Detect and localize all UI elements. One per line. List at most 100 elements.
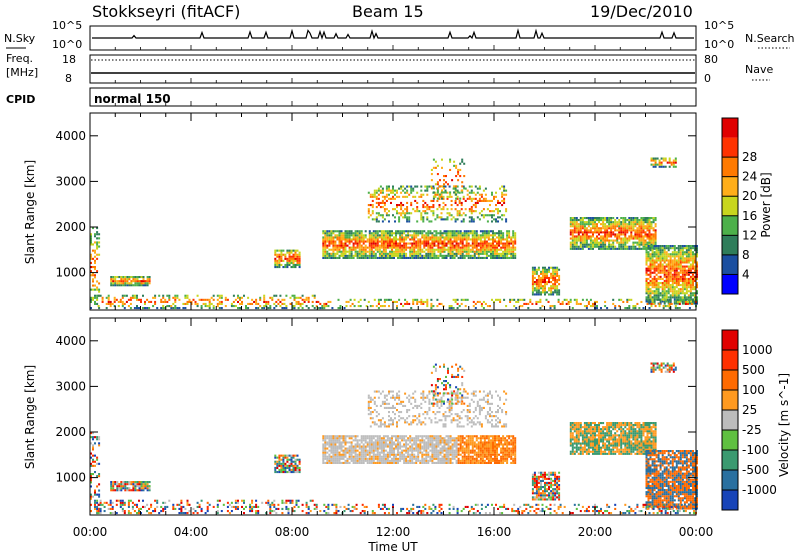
range-cell [94, 241, 96, 244]
range-cell [360, 238, 363, 241]
range-cell [458, 201, 461, 204]
range-cell [362, 437, 365, 440]
range-cell [288, 255, 291, 258]
range-cell [128, 483, 131, 486]
range-cell [136, 503, 138, 506]
range-cell [661, 245, 664, 248]
range-cell [377, 212, 380, 215]
range-cell [123, 503, 126, 506]
range-cell [124, 276, 127, 279]
range-cell [581, 221, 584, 224]
range-cell [277, 298, 280, 301]
range-cell [413, 230, 416, 233]
range-cell [692, 277, 694, 280]
range-cell [550, 276, 553, 279]
range-cell [655, 279, 658, 282]
range-cell [105, 296, 108, 299]
range-cell [494, 250, 496, 253]
range-cell [496, 246, 498, 249]
range-cell [112, 276, 115, 279]
range-cell [462, 220, 465, 223]
range-cell [589, 229, 592, 232]
range-cell [344, 435, 347, 438]
range-cell [116, 280, 119, 283]
range-cell [663, 267, 666, 270]
range-cell [330, 232, 333, 235]
range-cell [285, 305, 288, 308]
range-cell [397, 461, 399, 464]
range-cell [596, 243, 598, 246]
range-cell [358, 244, 361, 247]
range-cell [273, 503, 276, 506]
range-cell [650, 223, 653, 226]
range-cell [657, 263, 660, 266]
range-cell [427, 238, 430, 241]
range-cell [286, 454, 289, 457]
range-cell [376, 236, 379, 239]
range-cell [370, 234, 373, 237]
range-cell [375, 195, 378, 198]
range-cell [667, 277, 670, 280]
range-cell [651, 255, 654, 258]
range-cell [612, 225, 615, 228]
range-cell [687, 253, 690, 256]
range-cell [640, 227, 643, 230]
range-cell [689, 290, 692, 293]
range-cell [389, 451, 391, 454]
range-cell [358, 447, 361, 450]
range-cell [393, 449, 395, 452]
range-cell [664, 305, 667, 308]
range-cell [364, 248, 367, 251]
range-cell [281, 507, 284, 510]
range-cell [552, 293, 555, 296]
range-cell [371, 199, 374, 202]
range-cell [377, 189, 380, 192]
range-cell [492, 252, 494, 255]
range-cell [326, 451, 329, 454]
range-cell [390, 189, 392, 192]
date-title: 19/Dec/2010 [590, 2, 693, 21]
range-cell [332, 248, 335, 251]
range-cell [342, 441, 345, 444]
range-cell [381, 201, 384, 204]
range-cell [251, 505, 254, 508]
range-cell [506, 248, 509, 251]
range-cell [689, 253, 692, 256]
range-cell [423, 242, 426, 245]
range-cell [439, 242, 442, 245]
range-cell [465, 246, 468, 249]
range-cell [472, 220, 475, 223]
range-cell [465, 248, 468, 251]
range-cell [441, 248, 444, 251]
range-cell [647, 245, 650, 248]
range-cell [96, 241, 99, 244]
range-cell [336, 230, 339, 233]
range-cell [94, 442, 96, 445]
range-cell [364, 435, 367, 438]
range-cell [381, 191, 384, 194]
range-cell [463, 175, 466, 178]
range-cell [470, 218, 473, 221]
range-cell [446, 216, 449, 219]
range-cell [501, 214, 504, 217]
range-cell [620, 233, 623, 236]
range-cell [443, 250, 446, 253]
range-cell [665, 255, 668, 258]
range-cell [449, 238, 452, 241]
range-cell [657, 275, 660, 278]
range-cell [457, 179, 460, 182]
range-cell [434, 195, 437, 198]
range-cell [346, 447, 349, 450]
range-cell [414, 185, 417, 188]
range-cell [667, 279, 670, 282]
range-cell [669, 247, 672, 250]
range-cell [618, 225, 621, 228]
range-cell [696, 277, 698, 280]
range-cell [442, 201, 445, 204]
range-cell [133, 294, 136, 297]
range-cell [274, 261, 277, 264]
range-cell [398, 195, 401, 198]
range-cell [589, 305, 592, 308]
range-cell [403, 254, 406, 257]
